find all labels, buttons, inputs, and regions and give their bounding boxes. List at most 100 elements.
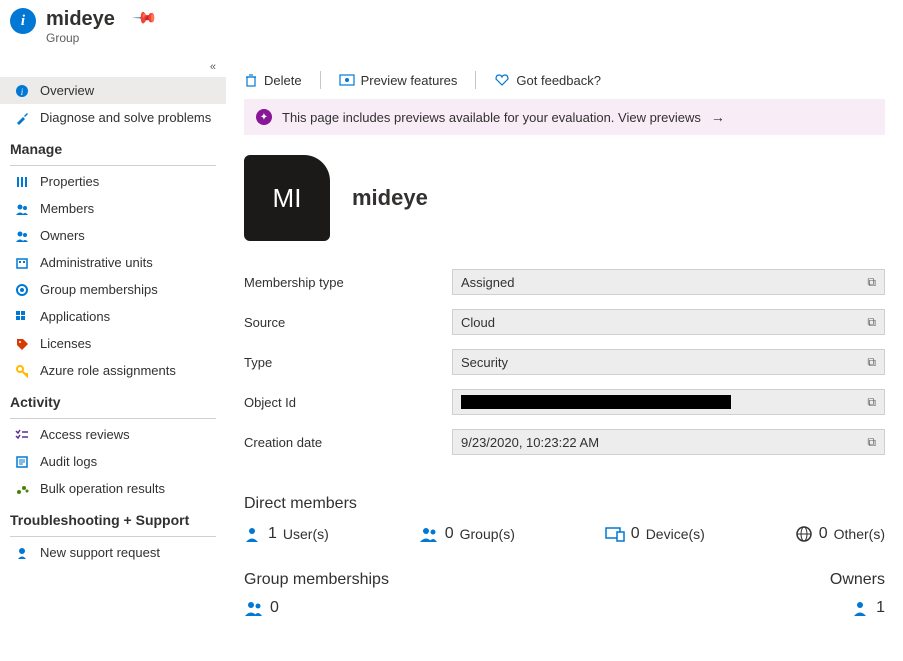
direct-members-heading: Direct members [244, 495, 885, 513]
feedback-button[interactable]: Got feedback? [494, 73, 601, 88]
person-icon [244, 525, 262, 543]
delete-button[interactable]: Delete [244, 73, 302, 88]
tag-icon [14, 337, 30, 351]
gear-icon [14, 283, 30, 297]
info-icon: i [10, 8, 36, 34]
sidebar-item-label: Bulk operation results [40, 481, 165, 496]
copy-icon[interactable]: ⧉ [867, 275, 876, 290]
field-value: Security ⧉ [452, 349, 885, 375]
stat-group-memberships[interactable]: 0 [244, 599, 389, 617]
sidebar-item-label: Audit logs [40, 454, 97, 469]
sidebar-item-applications[interactable]: Applications [0, 303, 226, 330]
support-icon [14, 546, 30, 560]
field-value: 9/23/2020, 10:23:22 AM ⧉ [452, 429, 885, 455]
field-source: Source Cloud ⧉ [244, 309, 885, 335]
sidebar-item-bulk-results[interactable]: Bulk operation results [0, 475, 226, 502]
sidebar-item-label: Properties [40, 174, 99, 189]
banner-text: This page includes previews available fo… [282, 110, 701, 125]
sidebar-item-group-memberships[interactable]: Group memberships [0, 276, 226, 303]
sidebar-item-admin-units[interactable]: Administrative units [0, 249, 226, 276]
wrench-icon [14, 111, 30, 125]
sidebar-item-label: Azure role assignments [40, 363, 176, 378]
field-type: Type Security ⧉ [244, 349, 885, 375]
sidebar-item-owners[interactable]: Owners [0, 222, 226, 249]
owners-heading: Owners [830, 571, 885, 589]
activity-icon [14, 482, 30, 496]
arrow-right-icon: → [711, 109, 725, 125]
sidebar-item-overview[interactable]: i Overview [0, 77, 226, 104]
bottom-stats: Group memberships 0 Owners 1 [244, 571, 885, 617]
list-check-icon [14, 428, 30, 442]
sidebar-item-members[interactable]: Members [0, 195, 226, 222]
field-value: Assigned ⧉ [452, 269, 885, 295]
sliders-icon [14, 175, 30, 189]
sidebar-item-label: Members [40, 201, 94, 216]
person-icon [852, 599, 870, 617]
collapse-sidebar-button[interactable]: « [0, 57, 226, 77]
info-icon: i [14, 84, 30, 98]
copy-icon[interactable]: ⧉ [867, 435, 876, 450]
stat-devices[interactable]: 0 Device(s) [605, 525, 705, 543]
grid-icon [14, 310, 30, 324]
group-subtitle: Group [46, 31, 115, 45]
sidebar-item-diagnose[interactable]: Diagnose and solve problems [0, 104, 226, 131]
stat-groups[interactable]: 0 Group(s) [419, 525, 515, 543]
sidebar-item-label: New support request [40, 545, 160, 560]
field-value: ⧉ [452, 389, 885, 415]
owners-block: Owners 1 [830, 571, 885, 617]
sidebar-item-label: Licenses [40, 336, 91, 351]
people-icon [14, 229, 30, 243]
stat-others[interactable]: 0 Other(s) [795, 525, 885, 543]
sidebar-item-access-reviews[interactable]: Access reviews [0, 421, 226, 448]
divider [320, 71, 321, 89]
key-icon [14, 364, 30, 378]
toolbar-label: Preview features [361, 73, 458, 88]
divider [475, 71, 476, 89]
people-icon [244, 599, 264, 617]
redacted-value [461, 395, 731, 409]
field-label: Type [244, 355, 452, 370]
group-name: mideye [352, 185, 428, 211]
sidebar-item-label: Overview [40, 83, 94, 98]
sidebar-item-label: Administrative units [40, 255, 153, 270]
divider [10, 418, 216, 419]
direct-members-stats: 1 User(s) 0 Group(s) 0 Device(s) 0 Other… [244, 525, 885, 543]
group-memberships-heading: Group memberships [244, 571, 389, 589]
trash-icon [244, 73, 258, 87]
sidebar-item-label: Owners [40, 228, 85, 243]
field-label: Source [244, 315, 452, 330]
stat-owners[interactable]: 1 [830, 599, 885, 617]
group-avatar: MI [244, 155, 330, 241]
divider [10, 165, 216, 166]
stat-users[interactable]: 1 User(s) [244, 525, 329, 543]
people-icon [419, 525, 439, 543]
sidebar-item-azure-roles[interactable]: Azure role assignments [0, 357, 226, 384]
preview-icon [339, 73, 355, 87]
copy-icon[interactable]: ⧉ [867, 395, 876, 410]
preview-banner[interactable]: ✦ This page includes previews available … [244, 99, 885, 135]
sidebar-item-label: Group memberships [40, 282, 158, 297]
main-content: Delete Preview features Got feedback? ✦ … [226, 57, 903, 637]
preview-features-button[interactable]: Preview features [339, 73, 458, 88]
group-title: mideye [46, 8, 115, 31]
page-header: i mideye Group 📌 [0, 0, 903, 57]
toolbar: Delete Preview features Got feedback? [244, 65, 885, 99]
pin-icon[interactable]: 📌 [131, 4, 159, 32]
copy-icon[interactable]: ⧉ [867, 355, 876, 370]
heart-icon [494, 73, 510, 87]
field-label: Membership type [244, 275, 452, 290]
copy-icon[interactable]: ⧉ [867, 315, 876, 330]
field-value: Cloud ⧉ [452, 309, 885, 335]
toolbar-label: Got feedback? [516, 73, 601, 88]
section-activity: Activity [0, 384, 226, 414]
device-icon [605, 526, 625, 542]
section-manage: Manage [0, 131, 226, 161]
sidebar-item-licenses[interactable]: Licenses [0, 330, 226, 357]
sidebar-item-support-request[interactable]: New support request [0, 539, 226, 566]
sidebar-item-audit-logs[interactable]: Audit logs [0, 448, 226, 475]
people-icon [14, 202, 30, 216]
field-label: Object Id [244, 395, 452, 410]
megaphone-icon: ✦ [256, 109, 272, 125]
sidebar-item-label: Applications [40, 309, 110, 324]
sidebar-item-properties[interactable]: Properties [0, 168, 226, 195]
